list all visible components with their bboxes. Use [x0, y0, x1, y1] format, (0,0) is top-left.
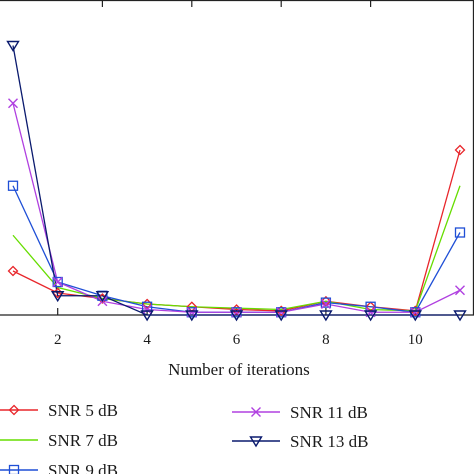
- data-point: [455, 285, 465, 296]
- data-point: [274, 310, 288, 322]
- x-tick-label: 8: [322, 332, 330, 348]
- legend-item: SNR 9 dB: [0, 461, 118, 474]
- legend-label: SNR 7 dB: [48, 431, 118, 450]
- series-line-4: [12, 103, 461, 313]
- series-markers: [6, 40, 467, 322]
- legend-marker: [8, 464, 20, 474]
- data-point: [229, 310, 244, 322]
- data-point: [185, 310, 199, 322]
- plot-area: 2 4 6 8 10: [0, 0, 474, 348]
- data-point: [95, 291, 110, 303]
- x-axis-label: Number of iterations: [168, 360, 310, 379]
- legend-item: SNR 13 dB: [232, 432, 368, 451]
- data-point: [6, 40, 20, 52]
- legend-marker: [251, 407, 261, 417]
- legend-marker: [8, 404, 20, 416]
- x-tick-label: 4: [143, 332, 151, 348]
- data-point: [454, 227, 466, 238]
- legend-item: SNR 5 dB: [0, 401, 118, 420]
- series-line-5: [12, 45, 460, 316]
- data-point: [408, 310, 423, 322]
- data-point: [52, 277, 63, 287]
- data-point: [8, 98, 18, 109]
- legend-label: SNR 9 dB: [48, 461, 118, 474]
- legend: SNR 5 dB SNR 7 dB SNR 9 dB SNR 11 dB SNR 13 …: [0, 401, 368, 474]
- data-point: [320, 299, 331, 309]
- legend-item: SNR 11 dB: [232, 403, 368, 422]
- legend-item: SNR 7 dB: [0, 431, 118, 450]
- data-point: [363, 310, 378, 322]
- data-point: [320, 295, 332, 307]
- x-ticks: 2 4 6 8 10: [54, 0, 423, 348]
- legend-label: SNR 5 dB: [48, 401, 118, 420]
- legend-label: SNR 13 dB: [290, 432, 368, 451]
- x-tick-label: 2: [54, 332, 62, 348]
- data-point: [320, 297, 332, 308]
- data-point: [140, 310, 154, 322]
- data-point: [319, 310, 333, 322]
- legend-marker: [249, 436, 263, 448]
- series-line-1: [12, 149, 461, 312]
- data-point: [50, 291, 65, 303]
- data-point: [52, 276, 63, 288]
- data-point: [7, 180, 19, 191]
- x-tick-label: 6: [233, 332, 241, 348]
- data-point: [7, 265, 19, 277]
- x-tick-label: 10: [408, 332, 423, 348]
- legend-label: SNR 11 dB: [290, 403, 368, 422]
- data-point: [142, 304, 153, 315]
- data-point: [453, 310, 467, 322]
- series-lines: [12, 45, 461, 316]
- data-point: [454, 144, 466, 156]
